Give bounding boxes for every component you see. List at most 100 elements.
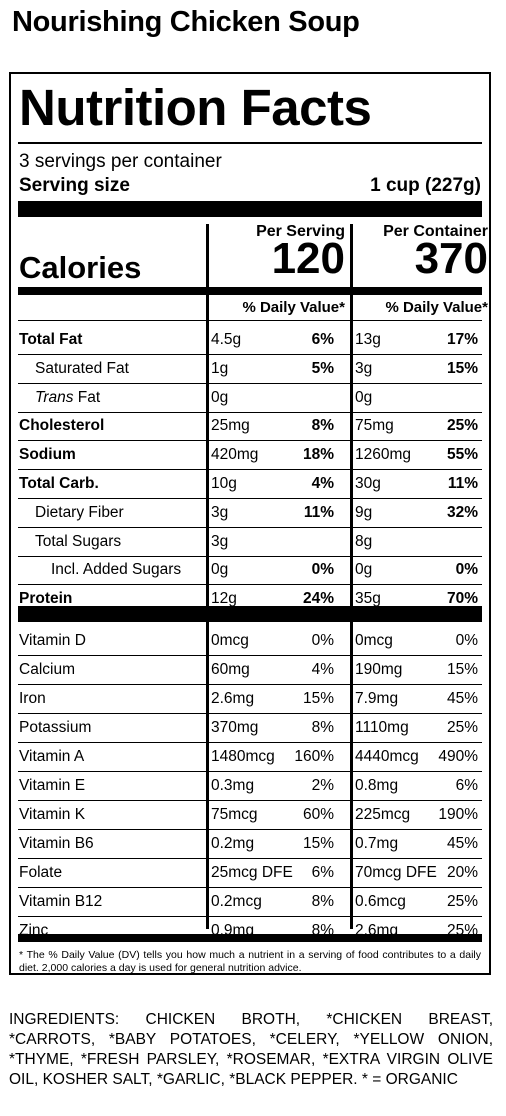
nutrient-row: Sodium 420mg 18% 1260mg 55% [18,441,482,471]
serving-amount: 370mg [211,719,259,736]
container-dv: 55% [446,446,478,464]
serving-amount: 3g [211,503,229,521]
thick-divider [18,606,482,622]
nutrient-row: Iron 2.6mg 15% 7.9mg 45% [18,685,482,714]
serving-size-value: 1 cup (227g) [370,175,481,196]
serving-dv: 18% [302,446,334,464]
serving-amount: 1g [211,359,229,377]
container-dv: 490% [438,748,478,765]
daily-value-footnote: * The % Daily Value (DV) tells you how m… [19,949,481,974]
calories-per-serving: 120 [271,234,345,283]
container-amount: 4440mcg [355,748,419,765]
nutrient-name: Potassium [19,719,92,736]
container-amount: 75mg [355,417,394,435]
thick-divider [18,201,482,217]
servings-per-container: 3 servings per container [19,151,222,172]
container-amount: 30g [355,475,381,492]
serving-dv: 11% [303,503,334,521]
serving-dv: 8% [311,893,334,910]
nutrient-name: Total Fat [19,331,83,348]
serving-amount: 25mg [211,417,250,435]
nutrient-row: Total Carb. 10g 4% 30g 11% [18,470,482,499]
serving-amount: 12g [211,590,237,608]
nutrient-name: Incl. Added Sugars [51,561,182,579]
nutrient-row: Saturated Fat 1g 5% 3g 15% [18,355,482,384]
serving-amount: 75mcg [211,806,258,823]
nutrient-row: Vitamin E 0.3mg 2% 0.8mg 6% [18,772,482,801]
nutrient-name: Protein [19,590,73,608]
nutrient-name: Vitamin D [19,632,86,649]
nutrient-name: Vitamin B6 [19,835,94,852]
container-dv: 15% [446,661,478,678]
container-amount: 0g [355,561,373,579]
nutrient-row: Cholesterol 25mg 8% 75mg 25% [18,412,482,442]
per-container-header: Per Container [383,223,488,240]
nutrient-name: Dietary Fiber [35,503,124,521]
container-dv: 25% [446,417,478,435]
container-dv: 0% [455,561,478,579]
nutrient-name: Vitamin A [19,748,85,765]
nutrient-row: Total Sugars 3g 8g [18,528,482,557]
nutrient-row: Vitamin D 0mcg 0% 0mcg 0% [18,627,482,656]
container-amount: 70mcg DFE [355,864,437,881]
serving-amount: 10g [211,475,237,492]
divider [18,142,482,144]
container-dv: 45% [446,690,478,707]
serving-amount: 0.2mg [211,835,255,852]
nutrition-facts-title: Nutrition Facts [19,79,372,136]
serving-dv: 60% [302,806,334,823]
container-amount: 13g [355,331,381,348]
nutrient-name: Folate [19,864,63,881]
dv-header-container: % Daily Value* [385,299,488,316]
container-amount: 1260mg [355,446,412,464]
container-dv: 20% [446,864,478,881]
container-amount: 7.9mg [355,690,399,707]
medium-divider [18,287,482,295]
nutrient-name: Vitamin E [19,777,86,794]
ingredients-text: INGREDIENTS: CHICKEN BROTH, *CHICKEN BRE… [9,1011,493,1088]
nutrient-name: Trans Fat [35,388,101,406]
serving-dv: 0% [311,632,334,649]
nutrient-row: Calcium 60mg 4% 190mg 15% [18,656,482,685]
nutrient-name: Sodium [19,446,76,464]
serving-amount: 0g [211,561,229,579]
column-separator [206,224,209,929]
serving-amount: 60mg [211,661,250,678]
serving-dv: 0% [311,561,334,579]
serving-dv: 5% [311,359,334,377]
nutrient-name: Calcium [19,661,75,678]
serving-dv: 15% [302,690,334,707]
calories-per-container: 370 [414,234,488,283]
serving-amount: 420mg [211,446,259,464]
serving-amount: 0.2mcg [211,893,262,910]
serving-amount: 0.3mg [211,777,255,794]
medium-divider [18,934,482,942]
nutrient-row: Vitamin B12 0.2mcg 8% 0.6mcg 25% [18,888,482,917]
nutrient-row: Dietary Fiber 3g 11% 9g 32% [18,499,482,528]
nutrient-name: Vitamin K [19,806,86,823]
nutrient-row: Potassium 370mg 8% 1110mg 25% [18,714,482,743]
dv-header-serving: % Daily Value* [242,299,345,316]
serving-amount: 0g [211,388,229,406]
container-dv: 11% [447,475,478,492]
nutrition-label: Nutrition Facts 3 servings per container… [9,72,491,975]
nutrient-row: Protein 12g 24% 35g 70% [18,585,482,613]
nutrient-row: Total Fat 4.5g 6% 13g 17% [18,326,482,355]
container-amount: 9g [355,503,373,521]
nutrient-row: Incl. Added Sugars 0g 0% 0g 0% [18,556,482,586]
nutrient-row: Vitamin K 75mcg 60% 225mcg 190% [18,801,482,830]
serving-amount: 4.5g [211,331,242,348]
calories-label: Calories [19,250,142,285]
serving-dv: 8% [311,417,334,435]
container-dv: 25% [446,719,478,736]
container-dv: 70% [446,590,478,608]
container-amount: 0mcg [355,632,393,649]
container-dv: 15% [446,359,478,377]
nutrient-row: Trans Fat 0g 0g [18,384,482,413]
container-amount: 0.8mg [355,777,399,794]
container-dv: 190% [438,806,478,823]
container-amount: 8g [355,532,373,550]
container-amount: 1110mg [355,719,409,736]
nutrient-row: Vitamin B6 0.2mg 15% 0.7mg 45% [18,830,482,859]
serving-dv: 4% [311,661,334,678]
